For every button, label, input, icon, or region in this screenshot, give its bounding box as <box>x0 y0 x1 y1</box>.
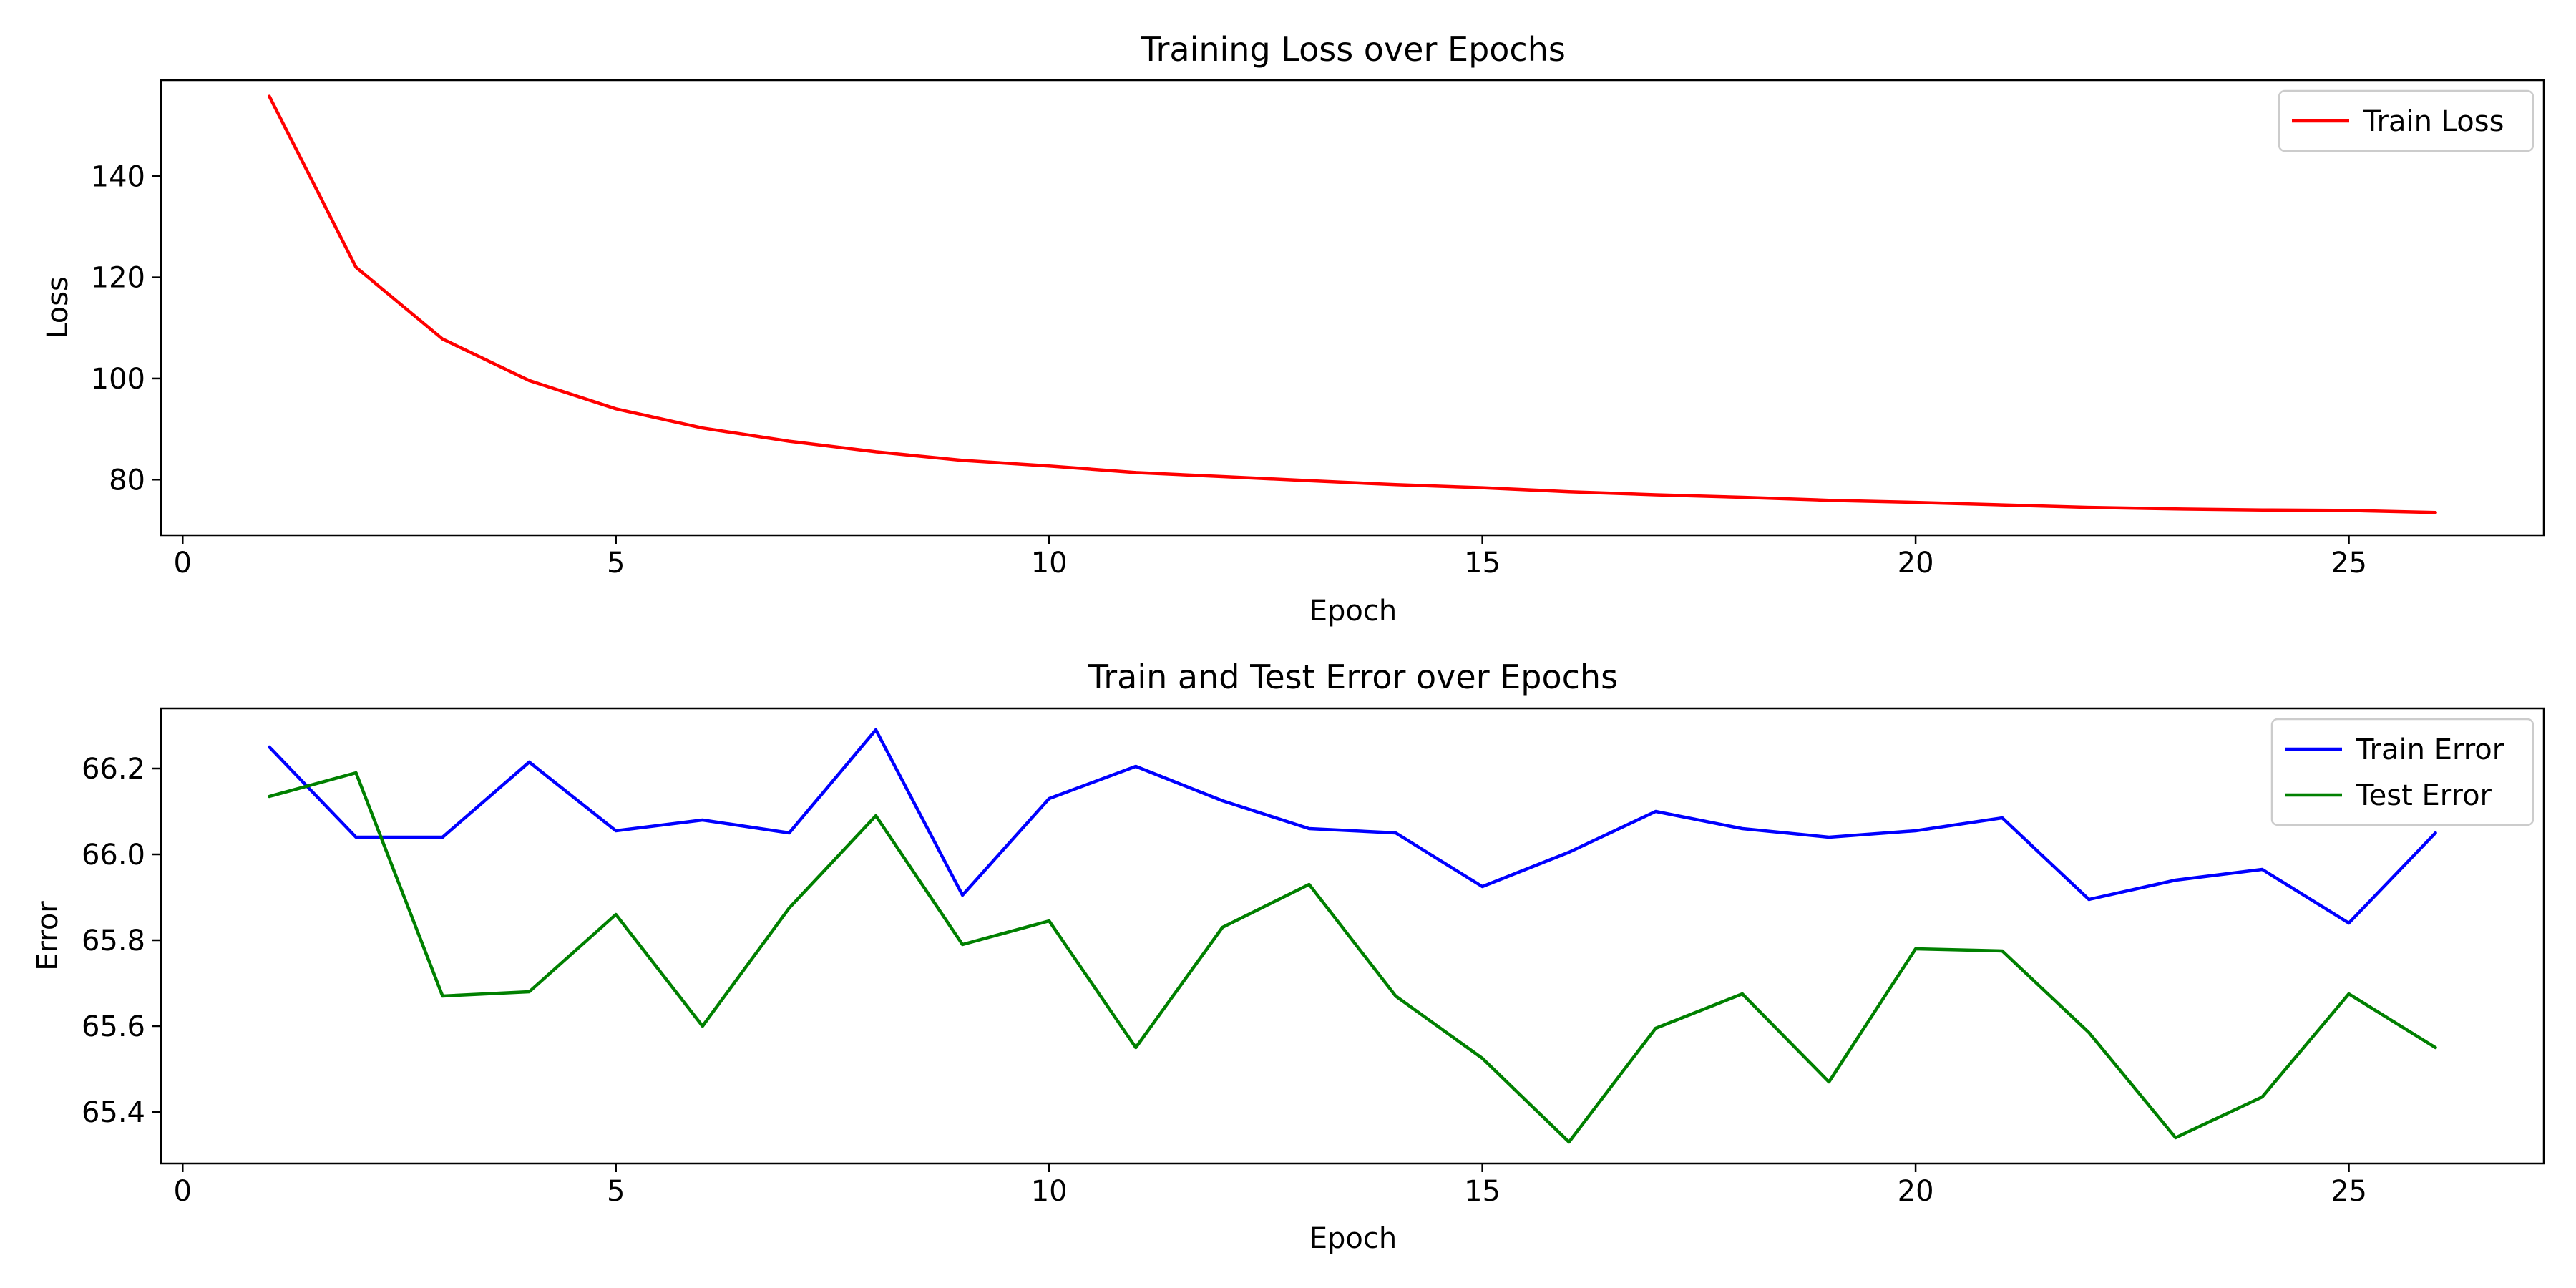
loss-legend-frame <box>2278 89 2534 152</box>
error-axes-frame <box>160 707 2545 1165</box>
error-y-tick-label: 65.6 <box>82 1010 145 1043</box>
loss-x-tick-label: 0 <box>174 547 192 580</box>
loss-x-tick-label: 15 <box>1464 547 1501 580</box>
error-plot-area <box>268 728 2437 1144</box>
error-legend: Train Error Test Error <box>2270 718 2534 826</box>
loss-x-axis: 0 5 10 15 20 25 <box>174 535 2367 580</box>
error-y-axis: 65.4 65.6 65.8 66.0 66.2 <box>82 753 161 1129</box>
loss-x-tick-label: 5 <box>607 547 625 580</box>
train-error-line <box>268 728 2437 925</box>
train-loss-legend-label: Train Loss <box>2363 105 2504 138</box>
loss-chart-title: Training Loss over Epochs <box>1140 30 1566 69</box>
loss-x-axis-label: Epoch <box>1309 595 1397 628</box>
error-y-tick-label: 65.8 <box>82 924 145 957</box>
error-x-tick-label: 25 <box>2331 1175 2367 1208</box>
error-x-tick-label: 15 <box>1464 1175 1501 1208</box>
loss-x-tick-label: 10 <box>1031 547 1068 580</box>
error-x-tick-label: 10 <box>1031 1175 1068 1208</box>
error-y-axis-label: Error <box>31 901 64 971</box>
error-subplot: Train and Test Error over Epochs 0 5 10 15 2… <box>31 658 2545 1255</box>
error-y-tick-label: 66.2 <box>82 753 145 786</box>
error-x-axis: 0 5 10 15 20 25 <box>174 1163 2367 1208</box>
error-x-axis-label: Epoch <box>1309 1222 1397 1255</box>
train-error-legend-label: Train Error <box>2356 733 2504 766</box>
loss-plot-area <box>268 94 2437 514</box>
loss-x-tick-label: 25 <box>2331 547 2367 580</box>
test-error-line <box>268 771 2437 1144</box>
error-x-tick-label: 5 <box>607 1175 625 1208</box>
loss-y-tick-label: 120 <box>91 262 145 295</box>
loss-y-tick-label: 100 <box>91 363 145 396</box>
error-y-tick-label: 66.0 <box>82 839 145 872</box>
loss-subplot: Training Loss over Epochs 0 5 10 15 20 25 80 1… <box>42 30 2545 628</box>
loss-y-axis-label: Loss <box>42 276 74 339</box>
error-x-tick-label: 0 <box>174 1175 192 1208</box>
error-x-tick-label: 20 <box>1898 1175 1934 1208</box>
loss-y-tick-label: 80 <box>109 464 145 497</box>
error-legend-frame <box>2270 718 2534 826</box>
error-y-tick-label: 65.4 <box>82 1096 145 1129</box>
train-loss-line <box>268 94 2437 514</box>
loss-x-tick-label: 20 <box>1898 547 1934 580</box>
loss-y-axis: 80 100 120 140 <box>91 160 161 497</box>
loss-y-tick-label: 140 <box>91 160 145 193</box>
loss-axes-frame <box>160 79 2545 537</box>
loss-legend: Train Loss <box>2278 89 2534 152</box>
error-chart-title: Train and Test Error over Epochs <box>1088 658 1618 696</box>
test-error-legend-label: Test Error <box>2356 779 2492 812</box>
